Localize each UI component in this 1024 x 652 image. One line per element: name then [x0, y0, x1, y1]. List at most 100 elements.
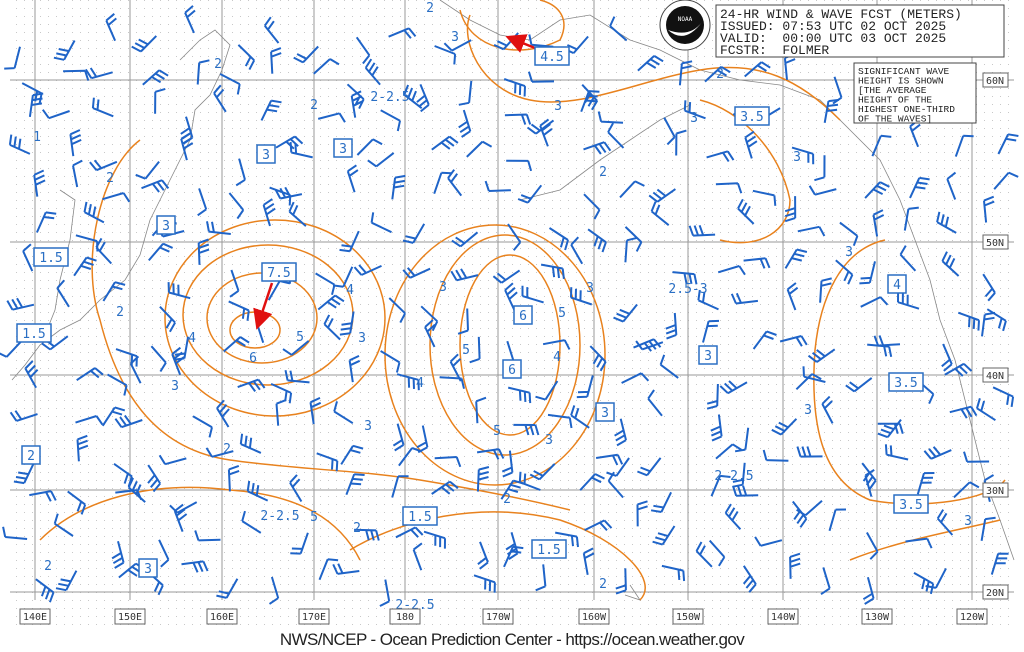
wind-barb-icon — [884, 444, 909, 461]
wind-barb-icon — [786, 282, 799, 311]
wind-barb-icon — [332, 563, 360, 575]
longitude-label: 160E — [210, 612, 234, 623]
wind-barb-icon — [102, 192, 131, 203]
longitude-label: 160W — [582, 612, 607, 623]
wind-barb-icon — [606, 457, 630, 477]
boxed-label-frame — [534, 46, 570, 66]
wind-barb-icon — [576, 375, 594, 399]
wind-barb-icon — [424, 319, 436, 348]
wind-barb-icon — [476, 466, 490, 492]
wind-barb-icon — [796, 500, 823, 517]
wind-barb-icon — [4, 46, 21, 70]
wave-height-label: 2 — [426, 1, 434, 16]
wind-barb-icon — [997, 133, 1019, 155]
wind-barb-icon — [613, 303, 638, 323]
wave-height-labels: 2 3 2 2 2-2.5 3 3 3 2 1 2 2 3 2.5-3 4 3 3 5 4 5 6 3 5 4 4 3 3 3 5 3 2 2… — [33, 1, 972, 613]
wind-barb-icon — [539, 118, 553, 147]
boxed-label-frame — [261, 262, 297, 282]
wind-barb-icon — [288, 201, 307, 227]
wind-barb-icon — [466, 140, 493, 158]
wind-barb-icon — [72, 159, 83, 188]
wind-barb-icon — [796, 446, 823, 458]
wind-barb-icon — [431, 135, 459, 151]
wind-barb-icon — [101, 406, 126, 427]
wind-barb-icon — [333, 401, 354, 425]
wind-barb-icon — [789, 552, 801, 579]
longitude-label-box — [206, 608, 238, 625]
wind-barb-icon — [697, 289, 719, 311]
wave-height-label: 5 — [462, 343, 470, 358]
wind-barb-icon — [268, 576, 280, 605]
wind-barb-icon — [663, 117, 676, 146]
wave-height-label: 2 — [599, 577, 607, 592]
wind-barb-icon — [877, 418, 902, 439]
longitude-label-box — [767, 608, 799, 625]
wind-barb-icon — [925, 567, 947, 589]
wind-barb-icon — [507, 223, 522, 251]
wind-barb-icon — [184, 5, 196, 34]
wind-barb-icon — [710, 474, 731, 497]
wind-barb-icon — [752, 330, 777, 350]
wave-height-label: 3 — [804, 403, 812, 418]
boxed-wave-height-label: 3 — [144, 562, 152, 577]
wave-height-label: 2 — [503, 492, 511, 507]
wave-height-label: 5 — [493, 424, 501, 439]
wind-barb-icon — [941, 343, 953, 372]
longitude-label-box — [114, 608, 146, 625]
wave-height-label: 3 — [171, 379, 179, 394]
wind-barb-icon — [246, 480, 269, 502]
wind-barb-icon — [584, 519, 613, 531]
latitude-labels: 60N 50N 40N 30N 20N — [982, 72, 1009, 600]
latitude-label-box — [982, 72, 1009, 88]
wind-barb-icon — [744, 130, 758, 159]
wind-barb-icon — [866, 532, 879, 560]
wind-barb-icon — [53, 513, 74, 537]
wind-barb-icon — [636, 500, 648, 527]
longitude-label-box — [298, 608, 330, 625]
wind-barb-icon — [944, 362, 973, 377]
wind-barb-icon — [284, 369, 310, 384]
wind-barb-icon — [540, 263, 565, 280]
wind-barb-icon — [223, 336, 250, 353]
wave-height-label: 3 — [690, 111, 698, 126]
wind-barb-icon — [905, 537, 933, 549]
wind-barb-icon — [504, 113, 532, 125]
wind-barb-icon — [275, 135, 304, 150]
wave-height-label: 2 — [716, 67, 724, 82]
wave-height-label: 4 — [188, 331, 196, 346]
wind-barb-icon — [864, 181, 890, 199]
wind-barb-icon — [503, 545, 524, 568]
wave-height-label: 2-2.5 — [370, 90, 409, 105]
wind-barb-icon — [402, 223, 426, 244]
wind-barb-icon — [181, 560, 209, 573]
wind-barb-icon — [597, 111, 624, 124]
boxed-label-frame — [513, 305, 533, 325]
wind-barb-icon — [570, 236, 584, 265]
wind-barb-icon — [317, 112, 346, 123]
dotted-grid — [10, 0, 1014, 630]
wind-barb-icon — [237, 378, 266, 392]
boxed-label-frame — [502, 359, 522, 379]
wind-barb-icon — [771, 418, 798, 436]
wind-barb-icon — [953, 481, 980, 499]
wind-barb-icon — [56, 279, 70, 308]
wind-barb-icon — [339, 311, 355, 336]
wind-barb-icon — [35, 578, 55, 603]
wind-barb-icon — [607, 122, 625, 149]
wind-barb-icon — [379, 579, 391, 607]
wind-barb-icon — [89, 159, 118, 172]
wind-barb-icon — [473, 574, 496, 593]
wind-barb-icon — [652, 525, 676, 546]
wave-height-label: 4 — [346, 283, 354, 298]
longitude-label-box — [672, 608, 704, 625]
wind-barb-icon — [197, 188, 208, 217]
latitude-label-box — [982, 367, 1009, 383]
wind-barb-icon — [580, 90, 600, 113]
wind-barb-icon — [609, 16, 628, 42]
wind-barb-icon — [353, 264, 382, 276]
wind-barb-icon — [396, 373, 420, 391]
wind-barb-icon — [659, 354, 679, 379]
wind-barb-icon — [619, 180, 645, 199]
wind-barb-icon — [507, 386, 532, 404]
wind-barb-icon — [990, 552, 1009, 575]
